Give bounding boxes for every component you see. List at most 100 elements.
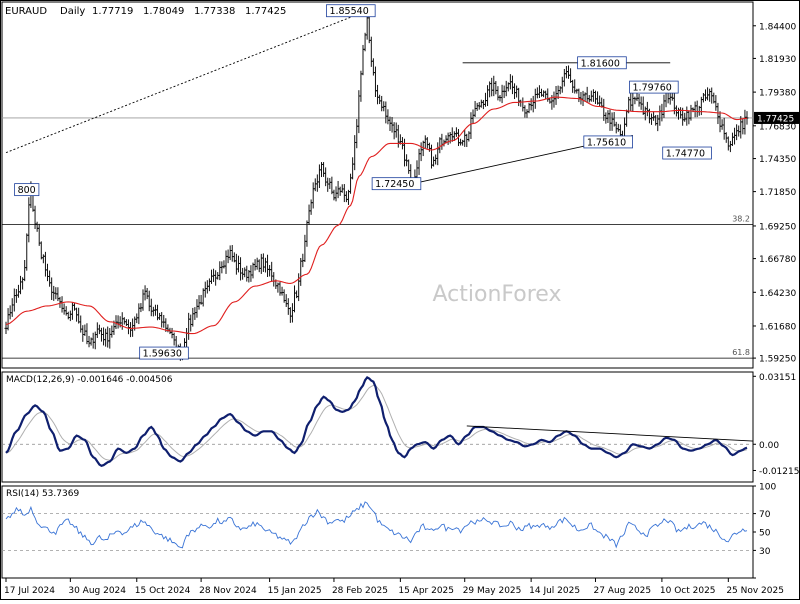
price-bar xyxy=(344,191,348,203)
price-bar xyxy=(10,298,14,317)
price-tick-label: 1.76830 xyxy=(759,122,796,132)
price-bar xyxy=(425,137,429,149)
price-bar xyxy=(131,318,135,337)
price-bar xyxy=(270,261,274,282)
price-bar xyxy=(239,257,243,281)
annotation-label: 1.85540 xyxy=(329,6,368,17)
price-tick-label: 1.79380 xyxy=(759,89,796,99)
price-bar xyxy=(303,234,307,262)
annotation-box xyxy=(629,80,679,94)
rsi-indicator-label: RSI(14) 53.7369 xyxy=(6,489,79,499)
price-bar xyxy=(714,95,718,111)
price-bar xyxy=(207,278,211,292)
price-bar xyxy=(263,257,267,273)
price-bar xyxy=(722,117,726,140)
price-bar xyxy=(87,335,91,348)
price-bar xyxy=(569,68,573,83)
price-bar xyxy=(537,85,541,98)
price-bar xyxy=(129,322,133,338)
price-bar xyxy=(730,132,734,147)
price-bar xyxy=(220,261,224,274)
annotation-label: 1.81600 xyxy=(581,58,620,69)
price-bar xyxy=(149,298,153,317)
price-bar xyxy=(288,307,292,323)
price-bar xyxy=(728,140,732,153)
price-bar xyxy=(280,286,284,296)
current-price-badge xyxy=(754,111,799,124)
price-bar xyxy=(706,87,710,101)
price-bar xyxy=(162,314,166,328)
price-bar xyxy=(95,322,99,338)
price-bar xyxy=(326,177,330,192)
price-bar xyxy=(328,178,332,189)
price-bar xyxy=(332,189,336,201)
price-bar xyxy=(479,99,483,108)
price-bar xyxy=(122,317,126,325)
price-bar xyxy=(224,250,228,274)
price-bar xyxy=(396,124,400,148)
price-bar xyxy=(405,154,409,167)
rsi-tick-label: 70 xyxy=(759,510,771,520)
timeframe-label: Daily xyxy=(60,6,85,17)
price-bar xyxy=(226,249,230,264)
price-bar xyxy=(299,257,303,286)
price-bar xyxy=(104,328,108,347)
x-tick-label: 15 Jan 2025 xyxy=(268,586,322,596)
price-bar xyxy=(6,308,10,331)
price-bar xyxy=(679,107,683,119)
price-bar xyxy=(137,303,141,325)
x-tick-label: 17 Jul 2024 xyxy=(4,586,55,596)
price-bar xyxy=(60,296,64,313)
price-bar xyxy=(708,88,712,102)
price-bar xyxy=(440,133,444,150)
price-bar xyxy=(309,199,313,215)
price-bar xyxy=(83,324,87,336)
fib-label: 61.8 xyxy=(732,348,750,357)
level-annotation: 1.81600 xyxy=(577,56,627,69)
price-bar xyxy=(116,315,120,329)
price-bar xyxy=(637,93,641,107)
moving-average-line xyxy=(5,96,748,335)
price-bar xyxy=(735,124,739,141)
price-bar xyxy=(172,332,176,346)
macd-tick-label: -0.012158 xyxy=(759,467,800,477)
price-bar xyxy=(492,75,496,97)
price-bar xyxy=(106,326,110,348)
price-bar xyxy=(577,88,581,103)
price-bar xyxy=(517,87,521,107)
macd-panel xyxy=(2,375,754,468)
price-bar xyxy=(357,90,361,134)
price-bar xyxy=(41,254,45,264)
annotation-box xyxy=(662,146,712,160)
price-bar xyxy=(504,80,508,97)
price-bar xyxy=(608,109,612,131)
price-bar xyxy=(598,95,602,107)
price-bar xyxy=(463,129,467,147)
x-tick-label: 30 Aug 2024 xyxy=(68,586,126,596)
price-bar xyxy=(685,106,689,126)
price-bar xyxy=(39,241,43,260)
price-bar xyxy=(579,92,583,105)
price-tick-label: 1.66780 xyxy=(759,255,796,265)
price-bar xyxy=(334,186,338,202)
price-bar xyxy=(259,253,263,274)
price-bar xyxy=(307,204,311,225)
price-bar xyxy=(436,142,440,166)
price-bar xyxy=(510,75,514,95)
price-bar xyxy=(612,112,616,127)
price-bar xyxy=(388,116,392,131)
current-price-badge-label: 1.77425 xyxy=(757,114,794,124)
price-bar xyxy=(43,251,47,277)
price-bar xyxy=(203,281,207,298)
annotation-label: 1.75610 xyxy=(587,137,626,148)
price-bar xyxy=(745,111,749,125)
price-bar xyxy=(531,95,535,113)
level-annotation: 1.72450 xyxy=(371,177,422,190)
price-bar xyxy=(483,92,487,107)
price-bar xyxy=(432,156,436,167)
price-bar xyxy=(486,85,490,107)
price-bar xyxy=(523,105,527,118)
price-bar xyxy=(724,132,728,143)
price-bar xyxy=(560,76,564,93)
